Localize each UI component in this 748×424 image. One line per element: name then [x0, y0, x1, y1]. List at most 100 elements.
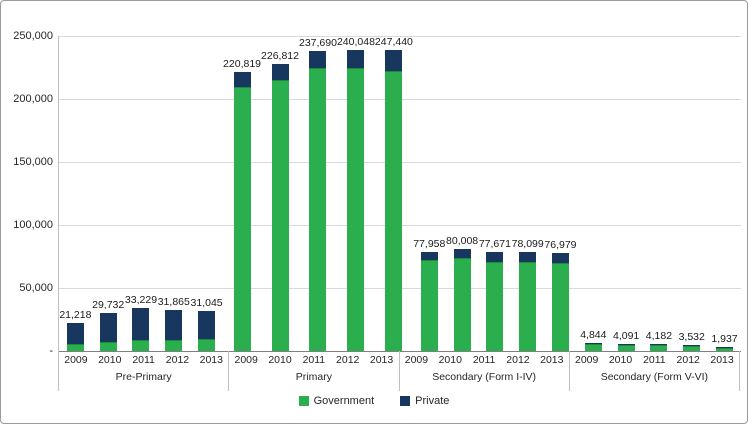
bar-group: 77,958 80,008 77,671 78,099 76,979 — [413, 36, 577, 351]
bar: 237,690 — [299, 36, 337, 351]
x-axis-group: 2009 2010 2011 2012 2013 Secondary (Form I-IV… — [400, 351, 570, 391]
bar-segment-private — [551, 253, 569, 264]
bar: 220,819 — [223, 36, 261, 351]
bar: 76,979 — [544, 36, 577, 351]
bar-segment-private — [66, 323, 84, 344]
bar-total-label: 4,844 — [580, 329, 607, 342]
bar-total-label: 29,732 — [92, 298, 125, 311]
bar-segment-private — [198, 310, 216, 339]
plot-area: 21,218 29,732 33,229 31,865 31,045 220,819 226… — [58, 36, 741, 352]
bar-segment-private — [233, 71, 251, 87]
bar-segment-private — [385, 50, 403, 71]
bar-total-label: 21,218 — [59, 309, 92, 322]
bar: 240,048 — [337, 36, 375, 351]
bar-segment-private — [650, 344, 668, 346]
year-label: 2013 — [540, 354, 564, 366]
bar: 4,844 — [577, 36, 610, 351]
bar-group: 4,844 4,091 4,182 3,532 1,937 — [577, 36, 741, 351]
year-label: 2011 — [132, 354, 155, 366]
x-axis-group: 2009 2010 2011 2012 2013 Primary — [229, 351, 400, 391]
bar-segment-government — [165, 339, 183, 351]
bar-segment-government — [716, 347, 734, 351]
bar: 4,182 — [643, 36, 676, 351]
bar-total-label: 226,812 — [261, 50, 299, 63]
bar-total-label: 31,865 — [157, 295, 190, 308]
bar-segment-private — [683, 345, 701, 347]
year-label: 2010 — [438, 354, 462, 366]
group-label: Secondary (Form V-VI) — [600, 371, 709, 383]
bar: 3,532 — [675, 36, 708, 351]
year-label: 2013 — [369, 354, 394, 366]
year-label: 2011 — [643, 354, 666, 366]
year-label: 2012 — [506, 354, 530, 366]
bar-segment-government — [132, 340, 150, 351]
bar-total-label: 3,532 — [678, 331, 705, 344]
group-label: Primary — [295, 371, 332, 383]
bar-segment-private — [271, 64, 289, 80]
bar-groups: 21,218 29,732 33,229 31,865 31,045 220,819 226… — [59, 36, 741, 351]
bar-total-label: 4,182 — [645, 330, 673, 343]
bar: 78,099 — [511, 36, 544, 351]
year-label: 2009 — [574, 354, 599, 366]
bar-total-label: 31,045 — [190, 296, 223, 309]
bar-segment-government — [420, 259, 438, 351]
year-label: 2010 — [98, 354, 122, 366]
bar-segment-government — [617, 345, 635, 351]
y-tick-label: 50,000 — [19, 282, 53, 294]
bar: 31,865 — [157, 36, 190, 351]
x-axis-group: 2009 2010 2011 2012 2013 Secondary (Form V-VI… — [570, 351, 740, 391]
bar-segment-private — [165, 309, 183, 340]
year-label: 2013 — [710, 354, 734, 366]
legend-item: Government — [298, 395, 375, 407]
bar-group: 21,218 29,732 33,229 31,865 31,045 — [59, 36, 223, 351]
bar: 21,218 — [59, 36, 92, 351]
y-tick-label: - — [49, 345, 53, 357]
bar-segment-government — [584, 344, 602, 351]
bar-segment-government — [198, 338, 216, 351]
bar-total-label: 80,008 — [446, 235, 479, 248]
bar-segment-government — [683, 346, 701, 351]
legend-swatch — [400, 396, 411, 406]
legend-label: Government — [313, 395, 375, 407]
x-axis: 2009 2010 2011 2012 2013 Pre-Primary 2009 2010 2… — [58, 351, 740, 391]
bar-total-label: 220,819 — [223, 57, 262, 70]
year-label: 2009 — [64, 354, 88, 366]
bar-total-label: 77,958 — [413, 237, 446, 250]
year-label: 2012 — [336, 354, 360, 366]
bar: 226,812 — [261, 36, 299, 351]
bar-total-label: 33,229 — [124, 294, 158, 307]
bar-segment-government — [99, 342, 117, 351]
legend: Government Private — [1, 395, 747, 407]
bar-segment-private — [519, 251, 537, 262]
bar-segment-private — [309, 50, 327, 69]
group-label: Secondary (Form I-IV) — [432, 371, 537, 383]
bar: 1,937 — [708, 36, 741, 351]
y-tick-label: 100,000 — [13, 219, 53, 231]
bar-segment-private — [99, 312, 117, 343]
bar-total-label: 240,048 — [336, 36, 375, 48]
legend-item: Private — [400, 395, 449, 407]
x-axis-group: 2009 2010 2011 2012 2013 Pre-Primary — [58, 351, 230, 391]
bar: 31,045 — [190, 36, 223, 351]
bar-segment-government — [309, 68, 327, 351]
bar-segment-private — [716, 346, 734, 348]
bar: 247,440 — [375, 36, 413, 351]
year-label: 2009 — [234, 354, 258, 366]
group-label: Pre-Primary — [115, 371, 172, 383]
year-label: 2011 — [472, 354, 496, 366]
bar: 33,229 — [125, 36, 158, 351]
year-label: 2009 — [404, 354, 429, 366]
gridline — [59, 36, 741, 37]
bar-segment-private — [486, 252, 504, 263]
bar-segment-private — [617, 344, 635, 346]
bar-group: 220,819 226,812 237,690 240,048 247,440 — [223, 36, 413, 351]
bar: 80,008 — [446, 36, 479, 351]
year-label: 2010 — [268, 354, 292, 366]
bar-segment-government — [650, 345, 668, 351]
bar-segment-government — [486, 262, 504, 351]
bar-total-label: 237,690 — [298, 36, 337, 49]
bar: 4,091 — [610, 36, 643, 351]
year-label: 2011 — [302, 354, 326, 366]
bar-segment-government — [385, 70, 403, 351]
